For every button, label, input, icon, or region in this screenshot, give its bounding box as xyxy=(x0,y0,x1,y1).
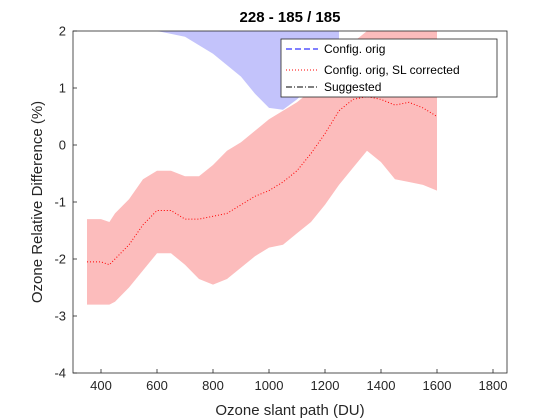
y-axis-label: Ozone Relative Difference (%) xyxy=(29,101,46,303)
legend-label-config-orig: Config. orig xyxy=(324,42,385,56)
x-tick-label: 1400 xyxy=(367,378,396,393)
series-line-sl-corrected xyxy=(87,96,438,266)
x-tick-label: 1200 xyxy=(311,378,340,393)
y-tick-label: -3 xyxy=(54,309,66,324)
x-tick-label: 1000 xyxy=(255,378,284,393)
y-tick-label: 0 xyxy=(59,138,66,153)
y-tick-label: -4 xyxy=(54,366,66,381)
x-tick-label: 1600 xyxy=(423,378,452,393)
band-sl-corrected xyxy=(87,31,437,305)
series-lines xyxy=(87,96,438,266)
x-axis-label: Ozone slant path (DU) xyxy=(215,402,364,419)
y-tick-label: -1 xyxy=(54,195,66,210)
y-tick-label: 2 xyxy=(59,24,66,39)
chart-title: 228 - 185 / 185 xyxy=(240,9,341,26)
legend-label-suggested: Suggested xyxy=(324,80,381,94)
y-axis-ticks: -4 -3 -2 -1 0 1 2 xyxy=(54,24,77,381)
x-axis-ticks: 400 600 800 1000 1200 1400 1600 1800 xyxy=(90,369,507,393)
x-tick-label: 1800 xyxy=(479,378,508,393)
x-tick-label: 800 xyxy=(202,378,224,393)
y-tick-label: -2 xyxy=(54,252,66,267)
x-tick-label: 600 xyxy=(146,378,168,393)
y-tick-label: 1 xyxy=(59,81,66,96)
legend-label-sl-corrected: Config. orig, SL corrected xyxy=(324,63,460,77)
x-tick-label: 400 xyxy=(90,378,112,393)
legend: Config. orig Config. orig, SL corrected … xyxy=(280,38,498,98)
